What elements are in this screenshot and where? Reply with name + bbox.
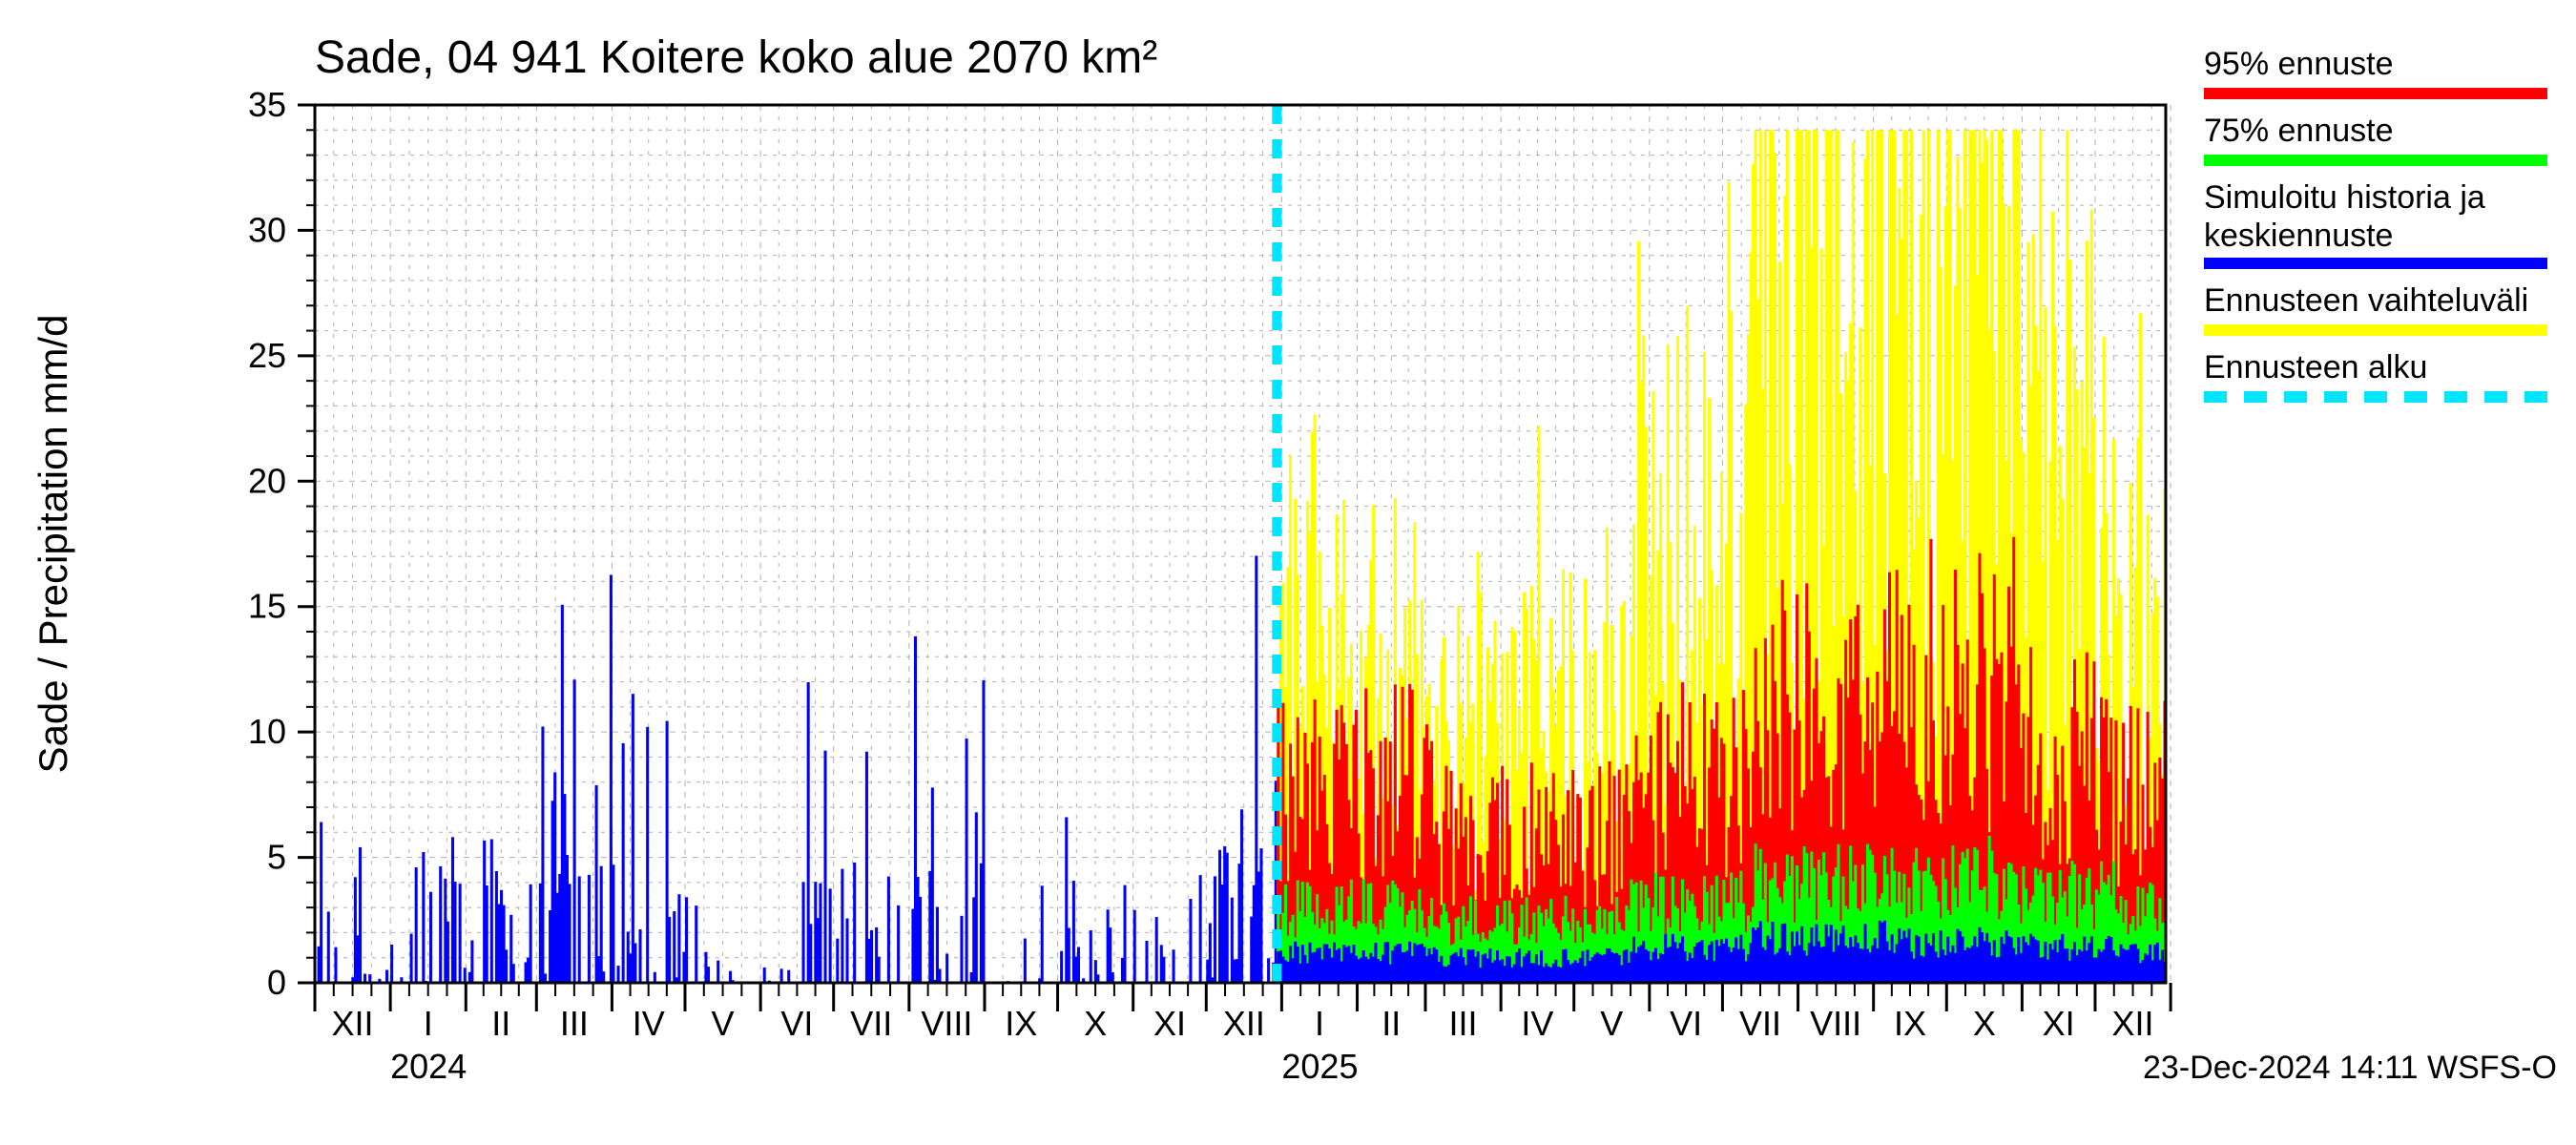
svg-text:XII: XII — [2112, 1004, 2154, 1043]
svg-text:III: III — [560, 1004, 589, 1043]
svg-text:35: 35 — [248, 85, 286, 124]
svg-text:X: X — [1973, 1004, 1996, 1043]
svg-text:II: II — [491, 1004, 510, 1043]
svg-text:Ennusteen alku: Ennusteen alku — [2204, 349, 2427, 385]
svg-text:IX: IX — [1005, 1004, 1037, 1043]
svg-text:XII: XII — [332, 1004, 374, 1043]
svg-text:I: I — [424, 1004, 433, 1043]
svg-text:X: X — [1084, 1004, 1107, 1043]
svg-text:15: 15 — [248, 587, 286, 626]
svg-text:I: I — [1315, 1004, 1324, 1043]
svg-text:75% ennuste: 75% ennuste — [2204, 113, 2394, 149]
svg-text:IV: IV — [633, 1004, 665, 1043]
svg-text:V: V — [712, 1004, 735, 1043]
svg-text:IX: IX — [1894, 1004, 1926, 1043]
svg-text:VI: VI — [1670, 1004, 1702, 1043]
svg-text:XI: XI — [2043, 1004, 2075, 1043]
svg-text:II: II — [1381, 1004, 1401, 1043]
svg-text:VIII: VIII — [921, 1004, 972, 1043]
svg-text:VIII: VIII — [1810, 1004, 1861, 1043]
svg-text:Simuloitu historia ja: Simuloitu historia ja — [2204, 179, 2485, 216]
svg-text:20: 20 — [248, 461, 286, 500]
svg-text:30: 30 — [248, 210, 286, 249]
svg-text:2024: 2024 — [390, 1047, 467, 1086]
y-axis-label: Sade / Precipitation mm/d — [31, 315, 75, 774]
svg-text:10: 10 — [248, 712, 286, 751]
svg-text:keskiennuste: keskiennuste — [2204, 218, 2393, 254]
svg-text:V: V — [1600, 1004, 1623, 1043]
svg-text:5: 5 — [267, 838, 286, 877]
svg-text:VII: VII — [850, 1004, 892, 1043]
precipitation-chart: 05101520253035XIII2024IIIIIIVVVIVIIVIIII… — [0, 0, 2576, 1145]
svg-text:IV: IV — [1521, 1004, 1553, 1043]
svg-text:III: III — [1449, 1004, 1478, 1043]
svg-text:VI: VI — [780, 1004, 813, 1043]
svg-text:XII: XII — [1223, 1004, 1265, 1043]
svg-text:Ennusteen vaihteluväli: Ennusteen vaihteluväli — [2204, 282, 2528, 319]
chart-title: Sade, 04 941 Koitere koko alue 2070 km² — [315, 32, 1157, 83]
svg-text:XI: XI — [1153, 1004, 1186, 1043]
svg-text:2025: 2025 — [1281, 1047, 1358, 1086]
svg-text:0: 0 — [267, 963, 286, 1002]
svg-text:VII: VII — [1739, 1004, 1781, 1043]
svg-text:25: 25 — [248, 336, 286, 375]
svg-text:95% ennuste: 95% ennuste — [2204, 46, 2394, 82]
chart-footer: 23-Dec-2024 14:11 WSFS-O — [2143, 1050, 2557, 1086]
